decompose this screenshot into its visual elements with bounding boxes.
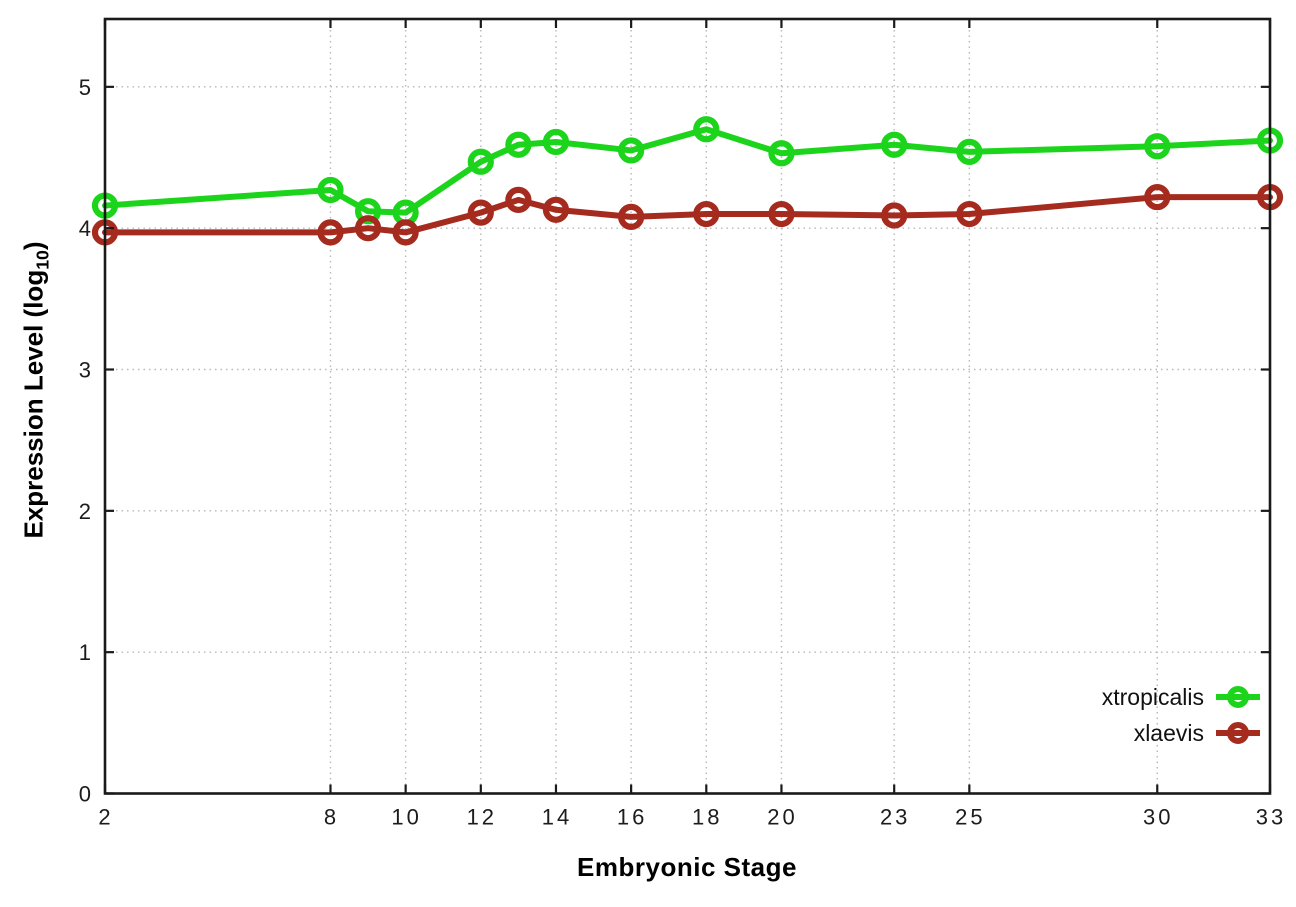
series-xlaevis-point xyxy=(956,200,983,228)
legend-item-xtropicalis: xtropicalis xyxy=(1102,682,1260,712)
y-axis-label-subscript: 10 xyxy=(32,250,53,270)
series-xtropicalis-point xyxy=(618,137,645,164)
y-tick-label: 3 xyxy=(79,358,91,383)
series-xtropicalis-point xyxy=(1144,133,1171,160)
x-tick-label: 12 xyxy=(467,805,497,830)
xtropicalis-line-marker-icon xyxy=(1216,684,1260,710)
series-xlaevis-line xyxy=(102,194,1273,236)
series-xtropicalis-point xyxy=(956,138,983,165)
series-xlaevis-point xyxy=(1144,183,1171,211)
y-tick-label: 5 xyxy=(79,75,91,100)
y-tick-label: 1 xyxy=(79,640,91,665)
plot-border xyxy=(103,17,1272,795)
series-xlaevis-point xyxy=(542,196,570,223)
series-xtropicalis-point xyxy=(693,116,720,143)
legend-item-xlaevis: xlaevis xyxy=(1102,718,1260,748)
y-tick-label: 0 xyxy=(79,782,91,807)
x-tick-label: 23 xyxy=(880,805,910,830)
y-axis-label-prefix: Expression Level (log xyxy=(18,269,49,539)
y-axis-label: Expression Level (log10) xyxy=(18,241,53,538)
series-xlaevis-point xyxy=(317,219,344,246)
x-tick-label: 25 xyxy=(955,805,985,830)
x-tick-label: 14 xyxy=(542,805,572,830)
x-tick-label: 8 xyxy=(324,805,339,830)
x-tick-label: 30 xyxy=(1143,805,1173,830)
series-xtropicalis-point xyxy=(467,148,494,175)
xlaevis-line-marker-icon xyxy=(1216,720,1260,746)
series-xtropicalis-point xyxy=(542,128,570,156)
x-tick-label: 2 xyxy=(98,805,113,830)
x-axis-label: Embryonic Stage xyxy=(577,852,797,882)
series-xlaevis-point xyxy=(392,219,419,246)
series-xlaevis-point xyxy=(467,199,494,226)
y-tick-label: 4 xyxy=(79,216,91,241)
legend-label-xlaevis: xlaevis xyxy=(1133,719,1204,746)
series-xtropicalis-point xyxy=(768,140,795,167)
series-xlaevis-point xyxy=(768,200,795,228)
y-axis-label-suffix: ) xyxy=(18,241,49,251)
x-tick-label: 16 xyxy=(617,805,647,830)
series-xtropicalis-point xyxy=(505,131,532,158)
x-tick-label: 33 xyxy=(1256,805,1286,830)
x-tick-label: 18 xyxy=(692,805,722,830)
series-xlaevis-point xyxy=(881,202,908,229)
series-xlaevis-point xyxy=(618,203,645,230)
legend: xtropicalis xlaevis xyxy=(1102,682,1260,748)
series-xtropicalis-point xyxy=(317,176,344,204)
series-xlaevis-point xyxy=(505,186,532,214)
x-tick-label: 10 xyxy=(391,805,421,830)
legend-label-xtropicalis: xtropicalis xyxy=(1101,683,1204,710)
series-xlaevis-point xyxy=(354,215,382,242)
series-xtropicalis-point xyxy=(881,131,908,158)
x-tick-label: 20 xyxy=(767,805,797,830)
y-tick-label: 2 xyxy=(79,499,91,524)
series-xlaevis-point xyxy=(693,200,720,228)
